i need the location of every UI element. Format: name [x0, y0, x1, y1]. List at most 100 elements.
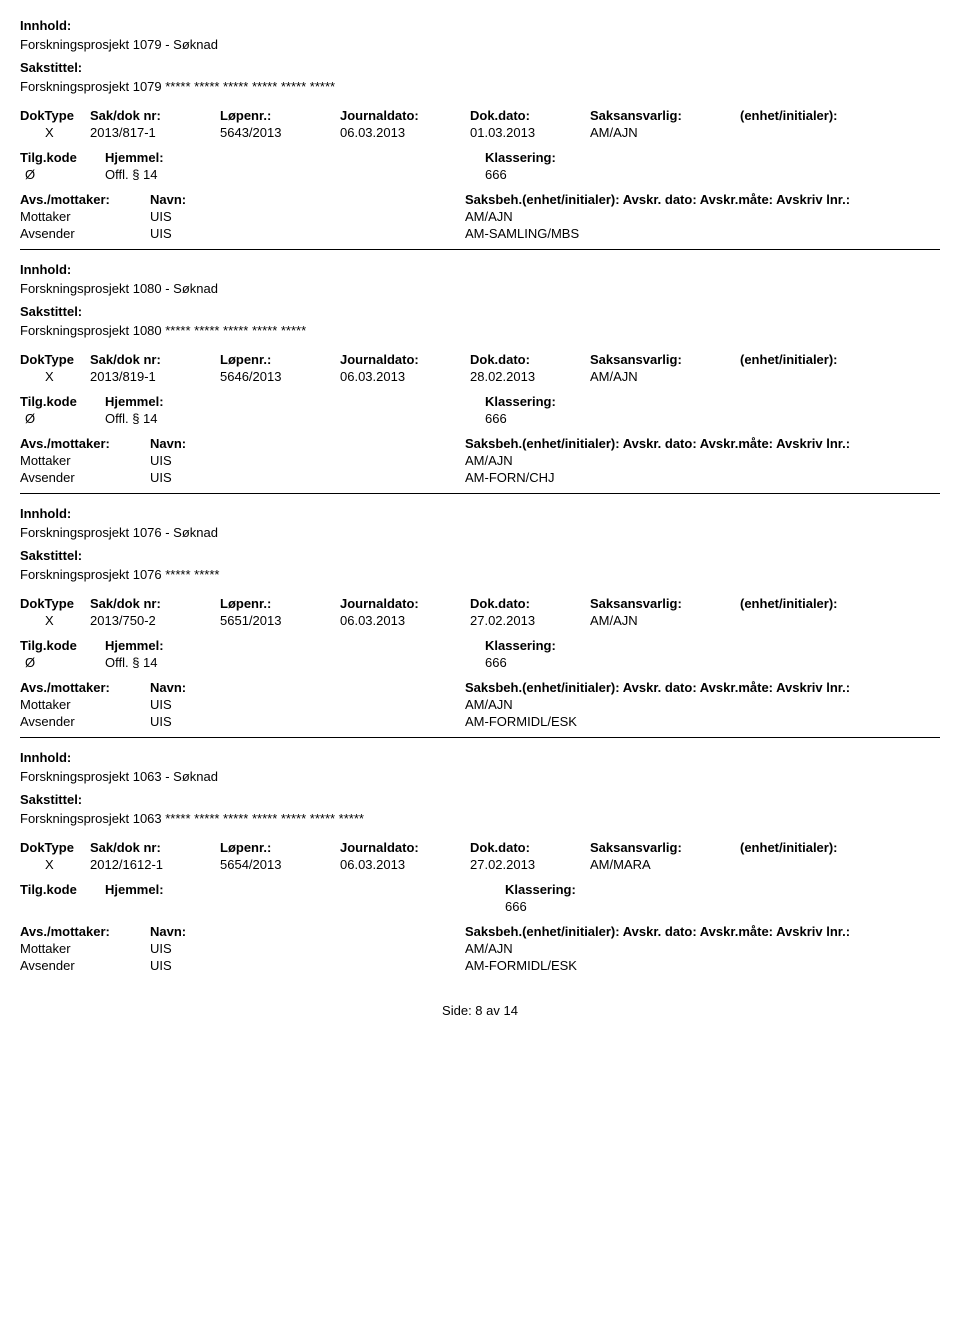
- dokdato-value: 28.02.2013: [470, 369, 590, 384]
- avsender-org: UIS: [150, 714, 465, 729]
- mottaker-role: Mottaker: [20, 941, 150, 956]
- hjemmel-value: Offl. § 14: [105, 411, 485, 426]
- saksbeh-header: Saksbeh.(enhet/initialer): Avskr. dato: …: [465, 192, 940, 207]
- avsender-role: Avsender: [20, 470, 150, 485]
- mottaker-org: UIS: [150, 209, 465, 224]
- avsender-role: Avsender: [20, 958, 150, 973]
- mottaker-code: AM/AJN: [465, 697, 940, 712]
- mottaker-role: Mottaker: [20, 453, 150, 468]
- doktype-header: DokType: [20, 352, 90, 367]
- journaldato-value: 06.03.2013: [340, 857, 470, 872]
- doktype-header: DokType: [20, 840, 90, 855]
- avsmot-header: Avs./mottaker:: [20, 924, 150, 939]
- avsmot-header: Avs./mottaker:: [20, 680, 150, 695]
- lopenr-header: Løpenr.:: [220, 840, 340, 855]
- sakdok-value: 2013/819-1: [90, 369, 220, 384]
- sakdok-header: Sak/dok nr:: [90, 108, 220, 123]
- dokdato-value: 01.03.2013: [470, 125, 590, 140]
- record-divider: [20, 249, 940, 250]
- mottaker-code: AM/AJN: [465, 941, 940, 956]
- klassering-value: 666: [485, 411, 940, 426]
- lopenr-value: 5646/2013: [220, 369, 340, 384]
- journaldato-header: Journaldato:: [340, 840, 470, 855]
- sakstittel-value: Forskningsprosjekt 1080 ***** ***** ****…: [20, 323, 940, 338]
- journaldato-value: 06.03.2013: [340, 613, 470, 628]
- page-footer: Side: 8 av 14: [20, 1003, 940, 1018]
- dokdato-header: Dok.dato:: [470, 352, 590, 367]
- lopenr-value: 5654/2013: [220, 857, 340, 872]
- innhold-value: Forskningsprosjekt 1079 - Søknad: [20, 37, 940, 52]
- innhold-label: Innhold:: [20, 506, 940, 521]
- doktype-header: DokType: [20, 108, 90, 123]
- lopenr-value: 5651/2013: [220, 613, 340, 628]
- tilgkode-header: Tilg.kode: [20, 882, 105, 897]
- sakstittel-label: Sakstittel:: [20, 548, 940, 563]
- mottaker-code: AM/AJN: [465, 453, 940, 468]
- saksansvarlig-value: AM/AJN: [590, 613, 740, 628]
- avsender-code: AM-SAMLING/MBS: [465, 226, 940, 241]
- avsender-code: AM-FORMIDL/ESK: [465, 958, 940, 973]
- hjemmel-header: Hjemmel:: [105, 150, 485, 165]
- tilgkode-value: Ø: [20, 655, 105, 670]
- enhet-header: (enhet/initialer):: [740, 352, 940, 367]
- doktype-value: X: [20, 125, 90, 140]
- avsmot-header: Avs./mottaker:: [20, 192, 150, 207]
- avsmot-header: Avs./mottaker:: [20, 436, 150, 451]
- saksbeh-header: Saksbeh.(enhet/initialer): Avskr. dato: …: [465, 680, 940, 695]
- doktype-value: X: [20, 369, 90, 384]
- sakdok-header: Sak/dok nr:: [90, 596, 220, 611]
- klassering-header: Klassering:: [485, 638, 940, 653]
- klassering-value: 666: [485, 655, 940, 670]
- dokdato-value: 27.02.2013: [470, 857, 590, 872]
- journaldato-value: 06.03.2013: [340, 369, 470, 384]
- avsender-role: Avsender: [20, 714, 150, 729]
- mottaker-role: Mottaker: [20, 209, 150, 224]
- innhold-label: Innhold:: [20, 262, 940, 277]
- mottaker-role: Mottaker: [20, 697, 150, 712]
- enhet-value: [740, 125, 940, 140]
- innhold-label: Innhold:: [20, 750, 940, 765]
- lopenr-header: Løpenr.:: [220, 108, 340, 123]
- lopenr-header: Løpenr.:: [220, 596, 340, 611]
- tilgkode-header: Tilg.kode: [20, 150, 105, 165]
- lopenr-header: Løpenr.:: [220, 352, 340, 367]
- hjemmel-value: [105, 899, 485, 914]
- klassering-header: Klassering:: [485, 394, 940, 409]
- journal-record: Innhold: Forskningsprosjekt 1076 - Søkna…: [20, 506, 940, 729]
- innhold-label: Innhold:: [20, 18, 940, 33]
- tilgkode-value: [20, 899, 105, 914]
- mottaker-org: UIS: [150, 453, 465, 468]
- sakstittel-value: Forskningsprosjekt 1079 ***** ***** ****…: [20, 79, 940, 94]
- page-number: Side: 8 av 14: [442, 1003, 518, 1018]
- hjemmel-value: Offl. § 14: [105, 167, 485, 182]
- sakdok-value: 2013/817-1: [90, 125, 220, 140]
- dokdato-header: Dok.dato:: [470, 840, 590, 855]
- saksansvarlig-header: Saksansvarlig:: [590, 108, 740, 123]
- journal-record: Innhold: Forskningsprosjekt 1079 - Søkna…: [20, 18, 940, 241]
- innhold-value: Forskningsprosjekt 1063 - Søknad: [20, 769, 940, 784]
- record-divider: [20, 737, 940, 738]
- doktype-header: DokType: [20, 596, 90, 611]
- journaldato-value: 06.03.2013: [340, 125, 470, 140]
- journaldato-header: Journaldato:: [340, 596, 470, 611]
- dokdato-value: 27.02.2013: [470, 613, 590, 628]
- avsender-code: AM-FORN/CHJ: [465, 470, 940, 485]
- avsender-org: UIS: [150, 470, 465, 485]
- sakstittel-value: Forskningsprosjekt 1063 ***** ***** ****…: [20, 811, 940, 826]
- sakstittel-label: Sakstittel:: [20, 792, 940, 807]
- sakdok-value: 2013/750-2: [90, 613, 220, 628]
- navn-header: Navn:: [150, 192, 465, 207]
- enhet-header: (enhet/initialer):: [740, 108, 940, 123]
- sakdok-header: Sak/dok nr:: [90, 352, 220, 367]
- enhet-header: (enhet/initialer):: [740, 596, 940, 611]
- navn-header: Navn:: [150, 436, 465, 451]
- enhet-value: [740, 613, 940, 628]
- saksansvarlig-value: AM/MARA: [590, 857, 740, 872]
- tilgkode-header: Tilg.kode: [20, 394, 105, 409]
- tilgkode-value: Ø: [20, 411, 105, 426]
- enhet-value: [740, 369, 940, 384]
- klassering-value: 666: [485, 167, 940, 182]
- enhet-header: (enhet/initialer):: [740, 840, 940, 855]
- mottaker-org: UIS: [150, 697, 465, 712]
- hjemmel-header: Hjemmel:: [105, 882, 485, 897]
